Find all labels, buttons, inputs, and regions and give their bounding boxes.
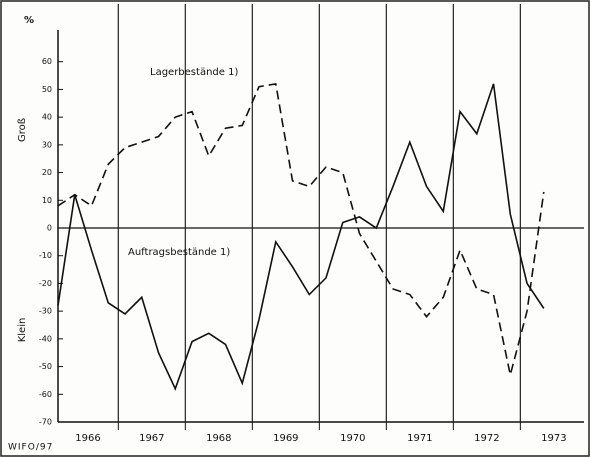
y-tick-label: -50 xyxy=(39,362,52,371)
y-tick-label: 30 xyxy=(42,140,52,149)
y-tick-label: -20 xyxy=(39,279,52,288)
y-tick-label: -60 xyxy=(39,390,52,399)
y-tick-label: 60 xyxy=(42,57,52,66)
x-tick-label: 1969 xyxy=(273,433,298,444)
y-tick-label: -30 xyxy=(39,307,52,316)
x-tick-label: 1970 xyxy=(340,433,365,444)
series-label: Auftragsbestände 1) xyxy=(128,247,230,258)
y-tick-label: -70 xyxy=(39,418,52,427)
x-tick-label: 1967 xyxy=(139,433,164,444)
y-tick-label: 10 xyxy=(42,196,52,205)
source: WIFO/97 xyxy=(8,443,53,453)
y-tick-label: -10 xyxy=(39,251,52,260)
series-line xyxy=(57,83,545,391)
x-tick-label: 1971 xyxy=(407,433,432,444)
y-tick-label: 50 xyxy=(42,85,52,94)
series-line xyxy=(57,82,545,376)
y-lower-label: Klein xyxy=(17,318,28,343)
series-label: Lagerbestände 1) xyxy=(150,67,238,78)
y-tick-label: 40 xyxy=(42,113,52,122)
y-unit: % xyxy=(24,15,34,26)
x-tick-label: 1972 xyxy=(474,433,499,444)
x-tick-label: 1966 xyxy=(75,433,100,444)
x-tick-label: 1968 xyxy=(206,433,231,444)
y-tick-label: -40 xyxy=(39,334,52,343)
y-tick-label: 0 xyxy=(47,224,52,233)
x-tick-label: 1973 xyxy=(541,433,566,444)
y-tick-label: 20 xyxy=(42,168,52,177)
y-upper-label: Groß xyxy=(17,118,28,142)
